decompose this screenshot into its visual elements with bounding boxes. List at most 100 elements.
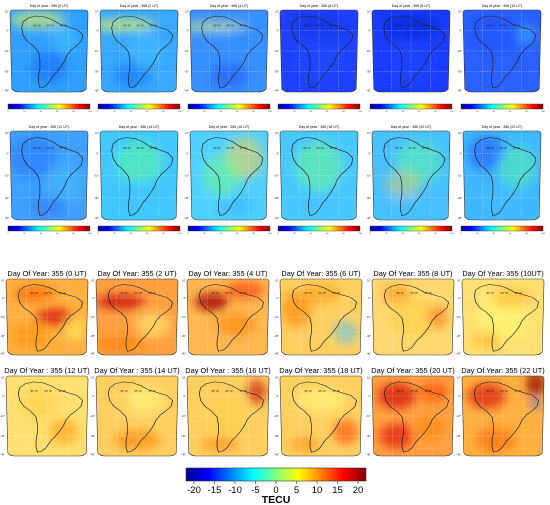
- panel-colorbar: 0 20 40 60 80 100: [460, 103, 546, 113]
- colorbar-tick: 80: [252, 111, 255, 113]
- top-panel: 80° W 60° W 40° W 10° 0° -10° -30° -40° Day of y…: [94, 4, 179, 92]
- panel-colorbar-gradient: [460, 103, 544, 110]
- map-frame: [189, 130, 269, 221]
- lat-label: 10°: [458, 10, 462, 14]
- colorbar-tick: 100: [450, 233, 454, 235]
- colorbar-tick: 0: [187, 111, 189, 113]
- panel-title: Day Of Year: 355 (6 UT): [281, 269, 360, 278]
- lat-label: -40°: [90, 452, 95, 456]
- lon-label: 40° W: [150, 146, 158, 150]
- lat-label: -30°: [184, 70, 189, 74]
- colorbar-tick: 0: [460, 111, 462, 113]
- top-panel: 80° W 60° W 40° W 10° 0° -10° -30° -40° Day of y…: [184, 4, 269, 92]
- map-frame: [9, 9, 89, 93]
- lon-label: 80° W: [123, 23, 131, 27]
- lon-label: 60° W: [409, 146, 417, 150]
- lat-label: 0°: [277, 151, 279, 155]
- colorbar-tick: 40: [402, 233, 405, 235]
- lon-label: 60° W: [135, 389, 143, 393]
- lat-label: -10°: [456, 315, 461, 319]
- tec-field: 80° W 60° W 40° W: [10, 131, 88, 220]
- colorbar-tick: 100: [178, 111, 182, 113]
- lat-label: -10°: [457, 49, 462, 53]
- lat-label: 0°: [184, 296, 186, 300]
- lon-label: 80° W: [33, 146, 41, 150]
- lon-label: 80° W: [213, 146, 221, 150]
- lat-label: 10°: [275, 279, 279, 283]
- bot-panel: 80° W 60° W 40° W 10° 0° -10° -30° -40° Day Of Y…: [274, 366, 362, 456]
- tec-field: 80° W 60° W 40° W: [190, 131, 268, 220]
- lon-label: 40° W: [58, 291, 66, 295]
- map-frame: [462, 130, 542, 221]
- colorbar-tick: 100: [178, 233, 182, 235]
- lon-label: 60° W: [411, 389, 419, 393]
- lon-label: 60° W: [319, 389, 327, 393]
- lon-label: 80° W: [213, 23, 221, 27]
- lon-label: 80° W: [305, 389, 313, 393]
- colorbar-tick: 60: [326, 111, 329, 113]
- lon-label: 80° W: [303, 23, 311, 27]
- lon-label: 80° W: [486, 146, 494, 150]
- lat-label: 0°: [93, 394, 95, 398]
- lon-label: 40° W: [58, 389, 66, 393]
- top-panel: 80° W 60° W 40° W 10° 0° -10° -30° -40° Day of y…: [274, 4, 359, 92]
- lat-label: 0°: [7, 151, 9, 155]
- colorbar-tick: 20: [385, 233, 388, 235]
- colorbar-tick: 80: [434, 233, 437, 235]
- main-colorbar-tick: 15: [332, 485, 343, 496]
- lon-label: 60° W: [411, 291, 419, 295]
- colorbar-tick: 100: [268, 111, 272, 113]
- colorbar-tick: 20: [293, 233, 296, 235]
- lat-label: -40°: [366, 351, 371, 355]
- panel-title: Day of year : 356 (8 UT): [392, 4, 431, 8]
- lat-label: 10°: [182, 376, 186, 380]
- colorbar-label: TECU: [262, 494, 291, 505]
- panel-colorbar-gradient: [369, 103, 453, 110]
- lat-label: 10°: [185, 131, 189, 135]
- lat-label: 10°: [367, 376, 371, 380]
- colorbar-tick: 40: [493, 111, 496, 113]
- lat-label: 10°: [1, 279, 5, 283]
- lon-label: 80° W: [305, 291, 313, 295]
- lat-label: -10°: [184, 49, 189, 53]
- lat-label: 10°: [367, 10, 371, 14]
- lat-label: -30°: [366, 334, 371, 338]
- tec-field: 80° W 60° W 40° W: [280, 131, 358, 220]
- tec-field: 80° W 60° W 40° W: [280, 279, 362, 355]
- lat-label: -40°: [94, 88, 99, 92]
- colorbar-tick: 60: [56, 111, 59, 113]
- map-frame: [5, 278, 89, 356]
- lon-label: 40° W: [514, 291, 522, 295]
- bot-panel: 80° W 60° W 40° W 10° 0° -10° -30° -40° Day Of Y…: [181, 269, 270, 355]
- panel-title: Day of year : 356 (0 UT): [30, 4, 69, 8]
- lat-label: -10°: [90, 315, 95, 319]
- lat-label: -30°: [274, 434, 279, 438]
- lat-label: -30°: [181, 434, 186, 438]
- lon-label: 40° W: [514, 389, 522, 393]
- lat-label: -40°: [457, 88, 462, 92]
- panel-colorbar-gradient: [277, 103, 361, 110]
- lat-label: -10°: [184, 174, 189, 178]
- lat-label: -30°: [94, 196, 99, 200]
- panel-colorbar: 0 20 40 60 80 100: [187, 103, 273, 113]
- tec-field: 80° W 60° W 40° W: [100, 131, 178, 220]
- lat-label: 10°: [5, 131, 9, 135]
- lat-label: -10°: [274, 174, 279, 178]
- tec-field: 80° W 60° W 40° W: [372, 131, 450, 220]
- lon-label: 60° W: [227, 23, 235, 27]
- panel-title: Day Of Year : 355 (16 UT): [185, 366, 270, 375]
- panel-colorbar: 0 20 40 60 80 100: [187, 225, 273, 235]
- lon-label: 80° W: [212, 291, 220, 295]
- colorbar-tick: 40: [40, 111, 43, 113]
- colorbar-tick: 100: [541, 233, 545, 235]
- map-frame: [279, 130, 359, 221]
- lat-label: -40°: [274, 351, 279, 355]
- lat-label: -30°: [94, 70, 99, 74]
- map-frame: [279, 278, 363, 356]
- panel-title: Day of year : 356 (10 UT): [482, 4, 523, 8]
- lat-label: -40°: [4, 88, 9, 92]
- colorbar-tick: 0: [369, 111, 371, 113]
- tec-field: 80° W 60° W 40° W: [10, 10, 88, 92]
- lat-label: -40°: [366, 88, 371, 92]
- colorbar-tick: 80: [162, 233, 165, 235]
